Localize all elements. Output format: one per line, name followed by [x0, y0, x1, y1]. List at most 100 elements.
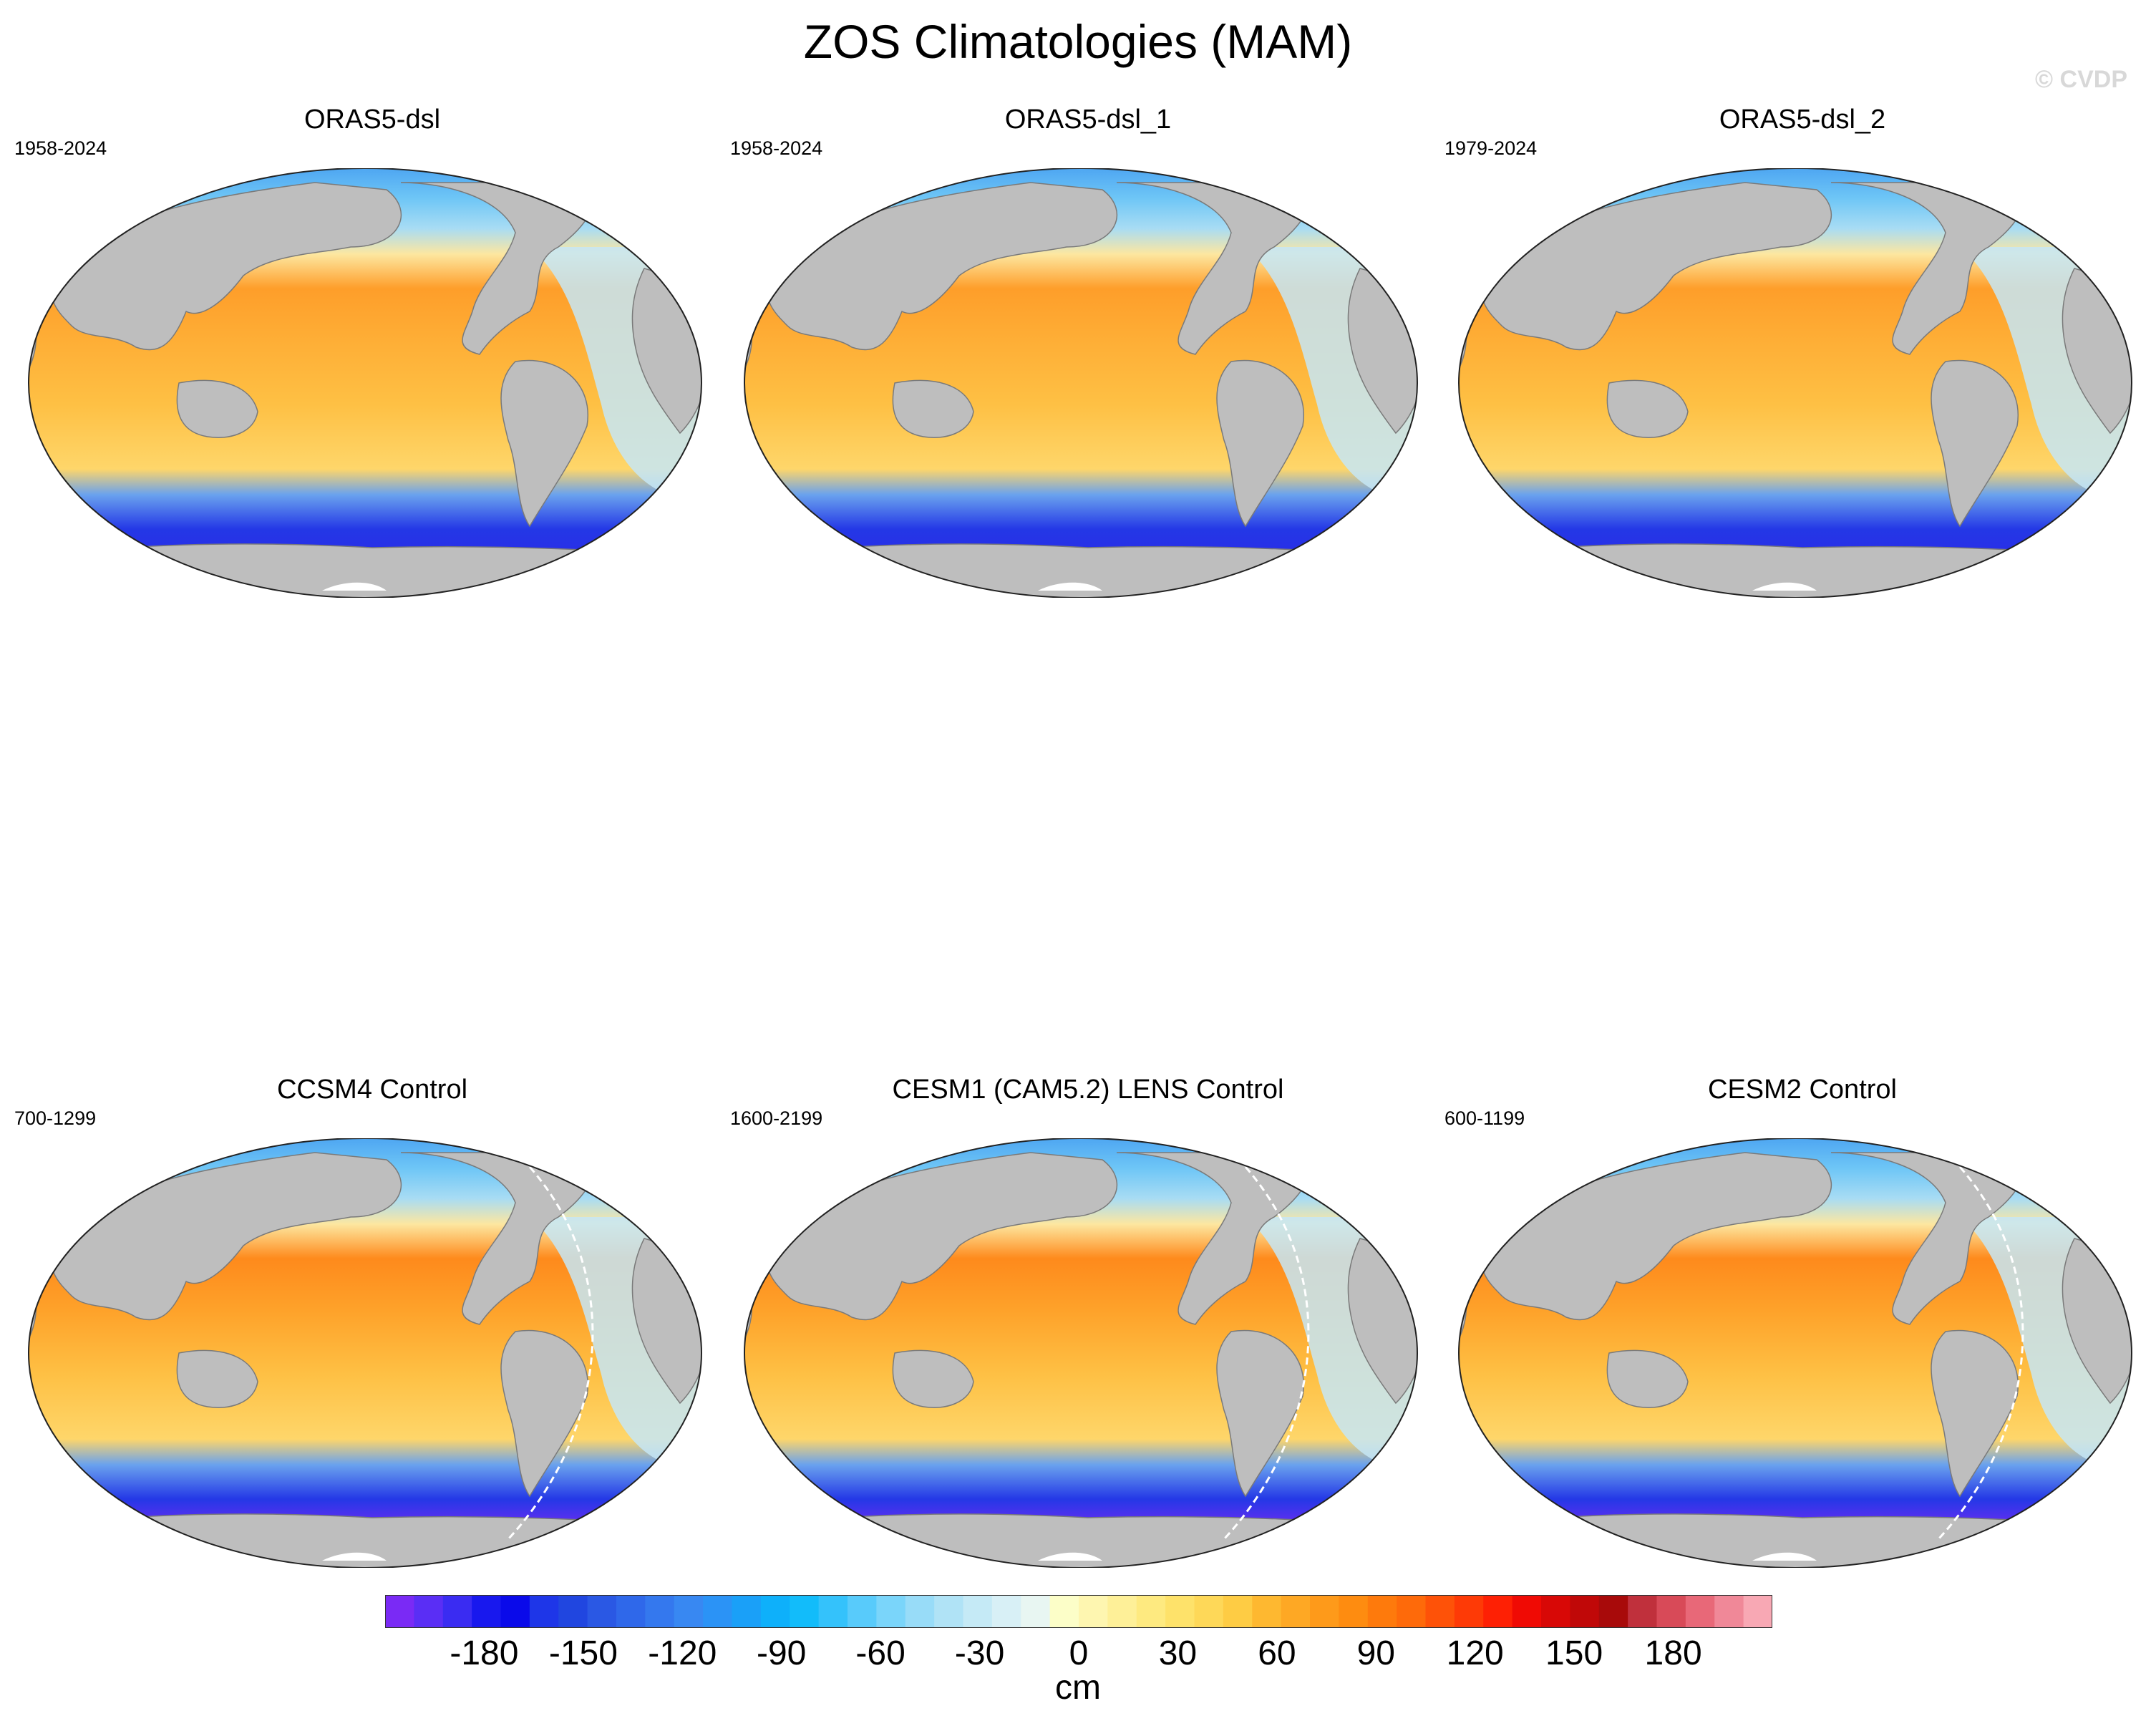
- colorbar-swatch: [848, 1595, 877, 1628]
- north-america-land: [1116, 182, 1309, 355]
- colorbar: [385, 1595, 1773, 1628]
- grid-seam-line: [1223, 1166, 1310, 1541]
- colorbar-tick-label: -60: [855, 1634, 905, 1672]
- map-border: [28, 1138, 702, 1568]
- map-border: [1458, 1138, 2132, 1568]
- colorbar-tick-label: -120: [648, 1634, 717, 1672]
- colorbar-tick-label: 150: [1545, 1634, 1603, 1672]
- colorbar-swatch: [732, 1595, 762, 1628]
- colorbar-swatch: [1598, 1595, 1628, 1628]
- colorbar-tick-label: 90: [1356, 1634, 1395, 1672]
- north-america-land: [400, 1152, 593, 1325]
- panel-title: ORAS5-dsl_1: [1004, 105, 1172, 135]
- colorbar-swatch: [1512, 1595, 1542, 1628]
- colorbar-swatch: [1483, 1595, 1513, 1628]
- colorbar-unit-label: cm: [1055, 1669, 1101, 1707]
- australia-land: [176, 1349, 258, 1408]
- north-america-land: [1116, 1152, 1309, 1325]
- australia-land: [892, 379, 974, 438]
- map-panel: CESM2 Control 600-1199: [1444, 1074, 2156, 1568]
- map-panel: ORAS5-dsl_1 1958-2024: [730, 104, 1446, 598]
- south-america-land: [1931, 1329, 2019, 1498]
- panel-title: CESM2 Control: [1708, 1075, 1897, 1105]
- map-border: [28, 168, 702, 598]
- colorbar-swatch: [760, 1595, 790, 1628]
- colorbar-swatch: [1165, 1595, 1195, 1628]
- grid-seam-line: [507, 1166, 594, 1541]
- colorbar-tick-labels: -180 -150 -120 -90 -60 -30 0 30 60 90 120 150 180: [385, 1634, 1772, 1677]
- world-map: [744, 1138, 1418, 1568]
- colorbar-swatch: [442, 1595, 472, 1628]
- panel-years: 1600-2199: [730, 1107, 823, 1129]
- colorbar-swatch: [1281, 1595, 1311, 1628]
- colorbar-swatch: [963, 1595, 993, 1628]
- australia-land: [176, 379, 258, 438]
- south-america-land: [500, 359, 588, 528]
- colorbar-swatch: [1021, 1595, 1051, 1628]
- south-america-land: [500, 1329, 588, 1498]
- colorbar-swatch: [674, 1595, 704, 1628]
- south-america-land: [1931, 359, 2019, 528]
- map-panel: CCSM4 Control 700-1299: [14, 1074, 730, 1568]
- colorbar-swatch: [558, 1595, 588, 1628]
- panel-title: CCSM4 Control: [276, 1075, 468, 1105]
- colorbar-frame: [385, 1595, 1772, 1628]
- colorbar-swatch: [1079, 1595, 1108, 1628]
- cvdp-watermark: © CVDP: [2035, 66, 2127, 93]
- world-map: [28, 1138, 702, 1568]
- grid-seam-line: [1937, 1166, 2024, 1541]
- australia-land: [892, 1349, 974, 1408]
- world-map: [1458, 1138, 2132, 1568]
- colorbar-swatch: [1628, 1595, 1658, 1628]
- colorbar-swatch: [1252, 1595, 1282, 1628]
- figure-title: ZOS Climatologies (MAM): [803, 15, 1353, 68]
- australia-land: [1606, 379, 1689, 438]
- north-america-land: [1830, 182, 2024, 355]
- colorbar-swatch: [790, 1595, 820, 1628]
- colorbar-tick-label: -30: [954, 1634, 1005, 1672]
- colorbar-swatch: [818, 1595, 848, 1628]
- colorbar-swatch: [1049, 1595, 1079, 1628]
- colorbar-swatch: [1685, 1595, 1715, 1628]
- panel-years: 1979-2024: [1444, 137, 1538, 159]
- map-panel: ORAS5-dsl_2 1979-2024: [1444, 104, 2156, 598]
- panel-title: ORAS5-dsl_2: [1719, 105, 1886, 135]
- colorbar-swatch: [1107, 1595, 1137, 1628]
- colorbar-swatch: [934, 1595, 964, 1628]
- colorbar-tick-label: -180: [450, 1634, 519, 1672]
- colorbar-tick-label: 60: [1258, 1634, 1296, 1672]
- north-america-land: [1830, 1152, 2024, 1325]
- colorbar-swatch: [1743, 1595, 1773, 1628]
- panel-title: CESM1 (CAM5.2) LENS Control: [892, 1075, 1284, 1105]
- panel-years: 700-1299: [14, 1107, 97, 1129]
- colorbar-tick-label: -90: [757, 1634, 807, 1672]
- map-panel: ORAS5-dsl 1958-2024: [14, 104, 730, 598]
- map-panel: CESM1 (CAM5.2) LENS Control 1600-2199: [730, 1074, 1446, 1568]
- colorbar-swatch: [1194, 1595, 1224, 1628]
- australia-land: [1606, 1349, 1689, 1408]
- colorbar-swatch: [616, 1595, 646, 1628]
- world-map: [744, 168, 1418, 598]
- colorbar-swatch: [1136, 1595, 1166, 1628]
- colorbar-swatches: [385, 1595, 1773, 1628]
- colorbar-tick-label: 30: [1158, 1634, 1198, 1672]
- colorbar-swatch: [1310, 1595, 1339, 1628]
- colorbar-swatch: [1397, 1595, 1427, 1628]
- south-america-land: [1216, 1329, 1304, 1498]
- south-america-land: [1216, 359, 1304, 528]
- panel-years: 600-1199: [1444, 1107, 1525, 1129]
- colorbar-swatch: [1541, 1595, 1570, 1628]
- colorbar-swatch: [500, 1595, 530, 1628]
- colorbar-swatch: [1339, 1595, 1369, 1628]
- colorbar-tick-label: -150: [548, 1634, 618, 1672]
- map-border: [744, 168, 1418, 598]
- colorbar-tick-label: 0: [1069, 1634, 1089, 1672]
- colorbar-swatch: [1223, 1595, 1253, 1628]
- colorbar-swatch: [703, 1595, 733, 1628]
- north-america-land: [400, 182, 593, 355]
- colorbar-swatch: [991, 1595, 1021, 1628]
- colorbar-swatch: [472, 1595, 502, 1628]
- colorbar-swatch: [1714, 1595, 1744, 1628]
- colorbar-swatch: [529, 1595, 559, 1628]
- colorbar-tick-label: 120: [1446, 1634, 1504, 1672]
